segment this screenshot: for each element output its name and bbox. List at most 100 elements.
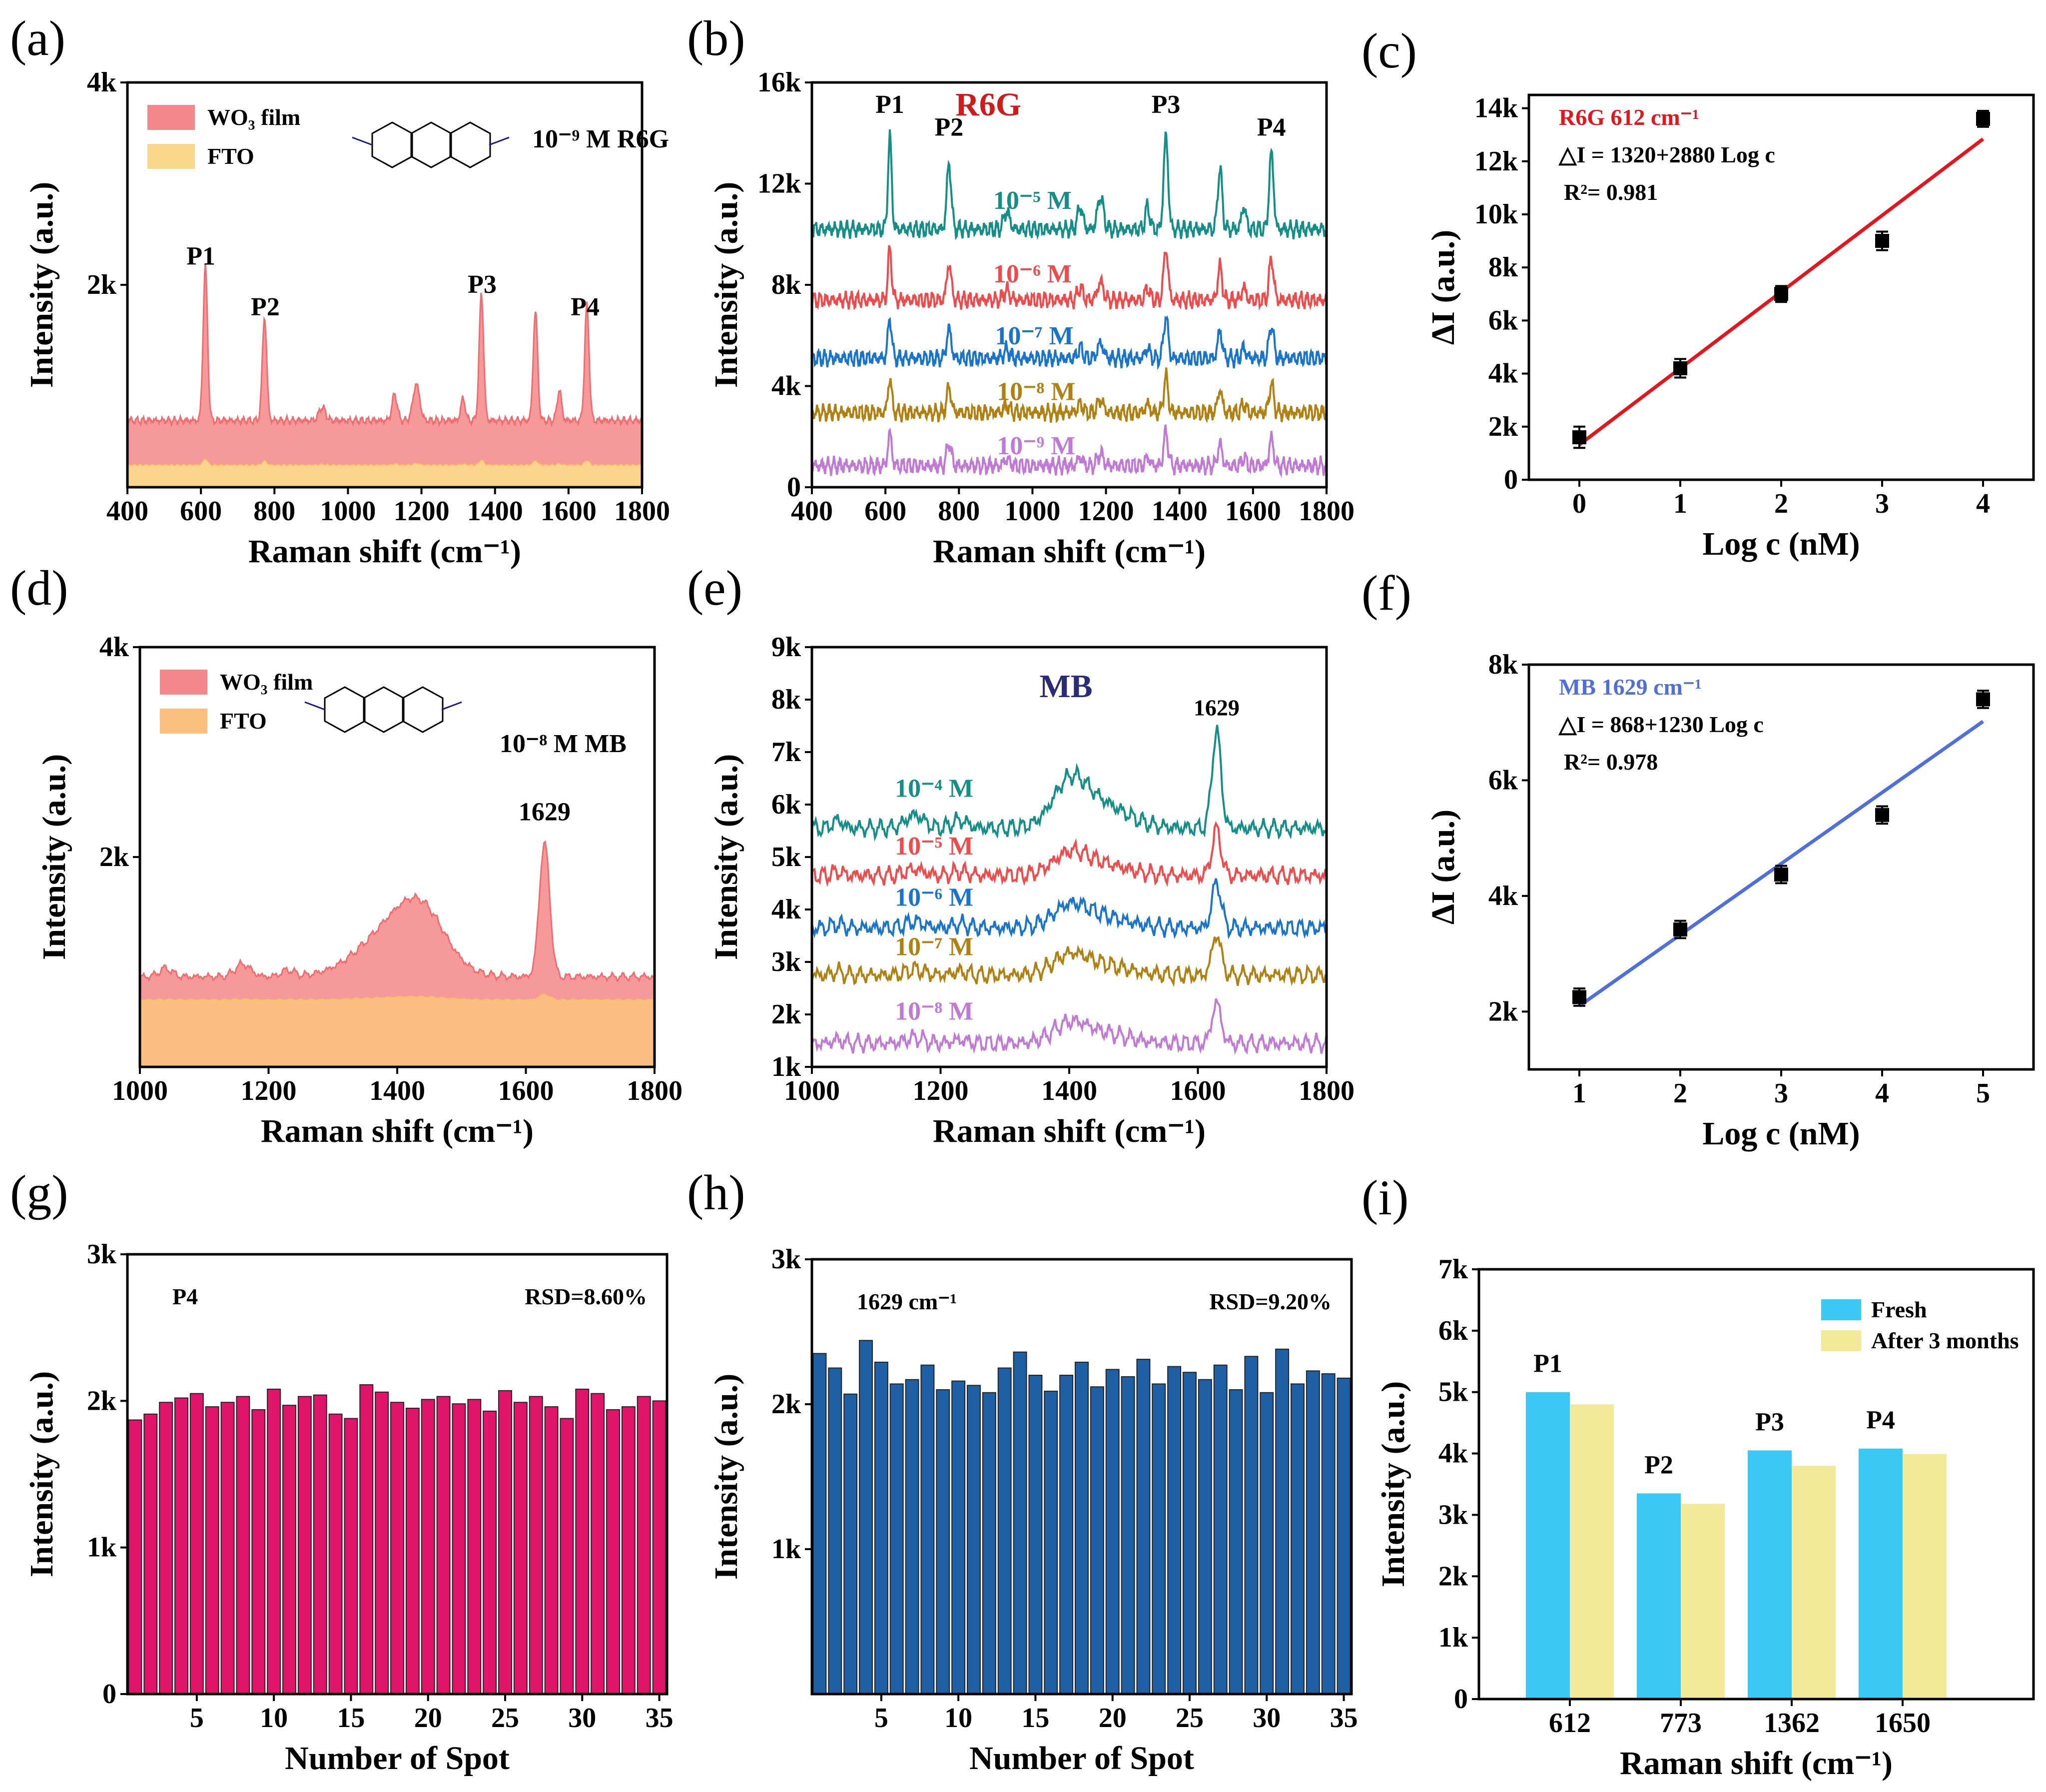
x-axis-title: Number of Spot: [285, 1740, 510, 1777]
spectrum-line: [811, 129, 1328, 240]
molecule-bond: [304, 701, 325, 711]
x-tick-label: 4: [1976, 488, 1990, 519]
bar: [143, 1413, 158, 1695]
panel-d: (d) 1629 WO₃ film FTO 10⁻⁸ M MB 2k 4k 1000 1200 1…: [10, 560, 682, 1149]
legend-swatch-fto: [160, 709, 207, 734]
x-tick-label: 1600: [541, 496, 597, 527]
bar: [1748, 1450, 1792, 1699]
x-tick-label: 1000: [112, 1075, 168, 1106]
series-label: 10⁻⁹ M: [997, 432, 1075, 460]
data-point: [1976, 111, 1990, 126]
x-tick-label: 400: [106, 496, 148, 527]
y-tick-label: 3k: [771, 1244, 801, 1275]
molecule-ring: [324, 686, 366, 733]
peak-label: 1629: [519, 798, 571, 827]
x-tick-label: 1600: [1225, 496, 1281, 527]
y-tick-label: 1k: [1438, 1622, 1468, 1653]
panel-letter: (i): [1362, 1170, 1408, 1225]
legend-label-fto: FTO: [220, 708, 267, 734]
y-tick-label: 2k: [99, 842, 129, 873]
series-label: 10⁻⁷ M: [895, 932, 973, 961]
bar: [1903, 1454, 1947, 1699]
panel-letter: (d): [10, 560, 68, 616]
bar: [621, 1406, 636, 1695]
fit-legend-title: R6G 612 cm⁻¹: [1559, 104, 1699, 130]
y-axis-title: ΔI (a.u.): [1425, 230, 1461, 345]
x-tick-label: 20: [1099, 1703, 1127, 1734]
peak-label: P2: [251, 293, 280, 321]
spectrum-line: [811, 367, 1328, 424]
spectrum-line: [811, 998, 1328, 1055]
y-tick-label: 2k: [1438, 1561, 1468, 1592]
panel-a: (a) P1 P2 P3 P4 WO₃ film FTO 10⁻⁹ M R6G 2k 4k 400 6…: [10, 10, 670, 570]
x-tick-label: 1800: [614, 496, 670, 527]
bar: [529, 1396, 543, 1695]
data-point: [1976, 692, 1990, 707]
molecule-ring: [410, 121, 452, 168]
y-axis-title: Intensity (a.u.): [708, 754, 744, 960]
bar: [205, 1406, 219, 1695]
y-tick-label: 8k: [1488, 649, 1518, 680]
y-tick-label: 1k: [771, 1051, 801, 1082]
bar: [1059, 1375, 1074, 1695]
bar: [1260, 1392, 1274, 1695]
bar: [498, 1390, 512, 1695]
measurement-label: P4: [172, 1284, 198, 1309]
peak-label: 1629: [1194, 695, 1240, 721]
x-tick-label: 2: [1673, 1078, 1687, 1109]
legend-label-wo3: WO₃ film: [207, 104, 300, 130]
fto-spectrum-area: [127, 458, 643, 488]
legend-swatch: [1821, 1330, 1861, 1351]
bar: [859, 1340, 873, 1695]
molecule-structure-icon: [304, 686, 462, 733]
y-tick-label: 4k: [771, 371, 801, 402]
molecule-ring: [363, 686, 405, 733]
x-tick-label: 30: [568, 1703, 596, 1734]
bar: [1321, 1373, 1336, 1695]
x-tick-label: 5: [190, 1703, 204, 1734]
bar: [297, 1396, 312, 1695]
bar: [344, 1418, 358, 1695]
y-tick-label: 10k: [1474, 199, 1518, 230]
x-axis-title: Log c (nM): [1702, 526, 1860, 562]
molecule-bond: [489, 136, 510, 146]
fit-r-squared: R²= 0.981: [1564, 179, 1658, 205]
molecule-bond: [352, 136, 373, 146]
x-axis-title: Raman shift (cm⁻¹): [1620, 1745, 1893, 1782]
x-tick-label: 1600: [498, 1075, 554, 1106]
panel-letter: (b): [687, 10, 745, 66]
data-point: [1875, 808, 1889, 822]
panel-g: (g) P4 RSD=8.60% 0 1k 2k 3k 5 10 15 20 25 30 35 Number…: [10, 1165, 674, 1777]
y-tick-label: 2k: [1488, 996, 1518, 1027]
bar: [544, 1406, 559, 1695]
bar-peak-label: P1: [1533, 1350, 1562, 1378]
x-tick-label: 800: [253, 496, 295, 527]
x-tick-label: 1800: [1299, 496, 1355, 527]
x-tick-label: 1362: [1764, 1708, 1820, 1739]
bar: [159, 1402, 173, 1695]
y-axis-title: Intensity (a.u.): [1375, 1381, 1411, 1588]
y-tick-label: 6k: [1488, 305, 1518, 336]
bar: [1213, 1364, 1228, 1695]
fit-r-squared: R²= 0.978: [1564, 749, 1658, 775]
x-tick-label: 773: [1660, 1708, 1702, 1739]
x-tick-label: 800: [938, 496, 980, 527]
x-tick-label: 1800: [1299, 1075, 1355, 1106]
panel-e: (e) 10⁻⁴ M 10⁻⁵ M 10⁻⁶ M 10⁻⁷ M 10⁻⁸ M MB 1629 1…: [687, 560, 1355, 1149]
legend-swatch-wo3: [147, 105, 195, 130]
chart-title: MB: [1039, 668, 1092, 705]
panel-letter: (e): [687, 560, 742, 616]
bar: [1028, 1375, 1043, 1695]
peak-label: P1: [186, 242, 215, 271]
x-tick-label: 1000: [784, 1075, 840, 1106]
bar: [513, 1402, 528, 1695]
panel-letter: (c): [1362, 23, 1417, 78]
bar: [1075, 1361, 1089, 1695]
series-label: 10⁻⁸ M: [997, 377, 1075, 406]
bar: [467, 1399, 482, 1695]
spectrum-line: [811, 821, 1327, 888]
bar: [236, 1396, 250, 1695]
x-tick-label: 15: [1021, 1703, 1049, 1734]
legend-label: Fresh: [1871, 1297, 1927, 1322]
